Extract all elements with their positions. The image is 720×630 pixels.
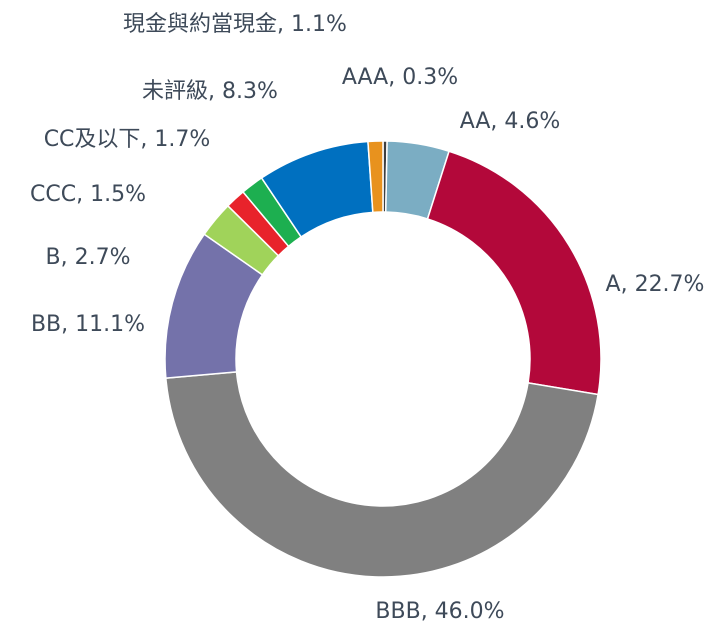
donut-slice: [426, 150, 602, 396]
slice-label: CC及以下, 1.7%: [44, 127, 211, 152]
slice-label: AAA, 0.3%: [342, 65, 458, 90]
slice-label: A, 22.7%: [606, 272, 705, 297]
slice-label: B, 2.7%: [46, 245, 131, 270]
slice-label: BB, 11.1%: [31, 312, 145, 337]
slice-label: 未評級, 8.3%: [142, 79, 278, 104]
slice-label: CCC, 1.5%: [30, 182, 146, 207]
donut-slice: [165, 371, 599, 578]
slice-label: 現金與約當現金, 1.1%: [123, 12, 347, 37]
donut-slice: [367, 140, 384, 214]
slice-label: BBB, 46.0%: [375, 599, 504, 624]
slice-label: AA, 4.6%: [460, 109, 561, 134]
